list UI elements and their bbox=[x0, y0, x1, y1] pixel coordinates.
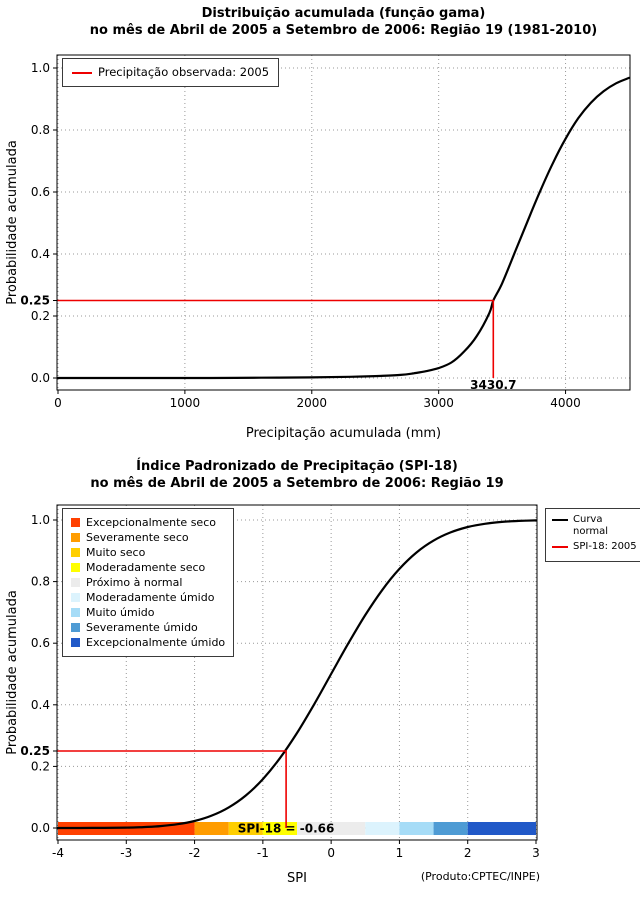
annotation-label: SPI-18 = -0.66 bbox=[238, 822, 335, 836]
spi-category-bar-segment bbox=[467, 822, 536, 835]
category-color-swatch-icon bbox=[71, 638, 80, 647]
plot-border bbox=[56, 504, 538, 841]
x-tick-label: 3 bbox=[532, 846, 540, 860]
spi-category-legend-item: Muito seco bbox=[71, 545, 225, 560]
legend-entry-label: Precipitação observada: 2005 bbox=[98, 65, 270, 79]
category-label: Excepcionalmente seco bbox=[86, 516, 216, 529]
y-tick-label: 1.0 bbox=[31, 61, 50, 75]
legend-line-sample-icon bbox=[72, 71, 92, 74]
curves-legend-entry: SPI-18: 2005 bbox=[552, 541, 640, 553]
x-tick-label: 1000 bbox=[170, 396, 201, 410]
y-axis-label: Probabilidade acumulada bbox=[5, 140, 20, 305]
threshold-line bbox=[57, 750, 287, 828]
x-tick-label: 4000 bbox=[550, 396, 581, 410]
curves-legend: Curva normal SPI-18: 2005 bbox=[545, 508, 640, 562]
spi-category-bar-segment bbox=[399, 822, 434, 835]
x-tick-label: 0 bbox=[54, 396, 62, 410]
category-label: Moderadamente seco bbox=[86, 561, 206, 574]
x-tick-label: 2 bbox=[464, 846, 472, 860]
category-label: Muito seco bbox=[86, 546, 146, 559]
y-tick-label: 0.0 bbox=[31, 371, 50, 385]
category-color-swatch-icon bbox=[71, 563, 80, 572]
curves-legend-entry: Curva normal bbox=[552, 514, 640, 538]
x-tick-label: 0 bbox=[327, 846, 335, 860]
y-tick-label: 0.0 bbox=[31, 821, 50, 835]
category-color-swatch-icon bbox=[71, 548, 80, 557]
category-color-swatch-icon bbox=[71, 518, 80, 527]
spi-category-legend-item: Próximo à normal bbox=[71, 575, 225, 590]
y-tick-label: 0.4 bbox=[31, 698, 50, 712]
spi-cdf-plot: -4 -3 -2 -1 0 1 2 3 0.0 0.2 0.4 0.6 0.8 1.0 0.25 SPI-18… bbox=[5, 504, 540, 886]
spi-category-bar-segment bbox=[194, 822, 229, 835]
gamma-cdf-section: Distribuição acumulada (função gama) no … bbox=[5, 5, 631, 441]
y-tick-label: 0.6 bbox=[31, 185, 50, 199]
x-tick-label: 2000 bbox=[297, 396, 328, 410]
spi-category-legend-item: Muito úmido bbox=[71, 605, 225, 620]
gamma-cdf-plot: 0 1000 2000 3000 4000 0.0 0.2 0.4 0.6 0.8 1.0 0.25 3… bbox=[5, 54, 631, 441]
category-label: Excepcionalmente úmido bbox=[86, 636, 226, 649]
y-axis-label: Probabilidade acumulada bbox=[5, 590, 20, 755]
category-label: Muito úmido bbox=[86, 606, 155, 619]
y-tick-label: 0.8 bbox=[31, 123, 50, 137]
spi-category-legend-item: Excepcionalmente úmido bbox=[71, 635, 225, 650]
spi-chart-subtitle: no mês de Abril de 2005 a Setembro de 20… bbox=[90, 476, 504, 491]
y-tick-threshold-label: 0.25 bbox=[20, 744, 50, 758]
y-tick-threshold-label: 0.25 bbox=[20, 294, 50, 308]
y-tick-label: 0.6 bbox=[31, 636, 50, 650]
y-tick-label: 0.8 bbox=[31, 575, 50, 589]
x-tick-label: -1 bbox=[257, 846, 269, 860]
spi-category-legend: Excepcionalmente seco Severamente seco Mui… bbox=[62, 508, 235, 657]
category-color-swatch-icon bbox=[71, 623, 80, 632]
plot-border bbox=[56, 54, 631, 391]
x-tick-label: -4 bbox=[52, 846, 64, 860]
y-tick-label: 1.0 bbox=[31, 513, 50, 527]
category-label: Próximo à normal bbox=[86, 576, 183, 589]
x-tick-label: 3000 bbox=[423, 396, 454, 410]
category-label: Severamente úmido bbox=[86, 621, 198, 634]
y-tick-label: 0.2 bbox=[31, 759, 50, 773]
cdf-curve bbox=[56, 519, 538, 830]
spi-category-bar-segment bbox=[297, 822, 366, 835]
category-color-swatch-icon bbox=[71, 533, 80, 542]
spi-chart-title: Índice Padronizado de Precipitação (SPI-… bbox=[136, 459, 458, 474]
x-axis-label: Precipitação acumulada (mm) bbox=[246, 426, 441, 441]
spi-category-legend-item: Severamente seco bbox=[71, 530, 225, 545]
legend-line-sample-icon bbox=[552, 546, 568, 548]
spi-category-bar-segment bbox=[365, 822, 400, 835]
spi-category-bar-segment bbox=[433, 822, 468, 835]
spi-chart-title-block: Índice Padronizado de Precipitação (SPI-… bbox=[57, 458, 537, 492]
spi-category-bar-segment bbox=[228, 822, 263, 835]
gamma-chart-title: Distribuição acumulada (função gama) bbox=[201, 6, 486, 21]
category-color-swatch-icon bbox=[71, 593, 80, 602]
gamma-chart-title-block: Distribuição acumulada (função gama) no … bbox=[57, 5, 630, 39]
spi-category-legend-item: Excepcionalmente seco bbox=[71, 515, 225, 530]
category-label: Moderadamente úmido bbox=[86, 591, 215, 604]
x-tick-label: -2 bbox=[189, 846, 201, 860]
legend-entry: Precipitação observada: 2005 bbox=[72, 65, 269, 80]
legend-line-sample-icon bbox=[552, 519, 568, 521]
x-tick-label: -3 bbox=[120, 846, 132, 860]
spi-category-legend-item: Moderadamente seco bbox=[71, 560, 225, 575]
annotation-label: 3430.7 bbox=[470, 378, 516, 392]
category-color-swatch-icon bbox=[71, 578, 80, 587]
curves-legend-label: Curva normal bbox=[573, 514, 609, 537]
category-label: Severamente seco bbox=[86, 531, 189, 544]
y-tick-label: 0.4 bbox=[31, 247, 50, 261]
threshold-line bbox=[57, 299, 495, 378]
spi-category-bar-segment bbox=[262, 822, 297, 835]
x-tick-label: 1 bbox=[396, 846, 404, 860]
credit-label: (Produto:CPTEC/INPE) bbox=[421, 870, 540, 883]
y-tick-label: 0.2 bbox=[31, 309, 50, 323]
curves-legend-label: SPI-18: 2005 bbox=[573, 541, 637, 552]
cdf-curve bbox=[56, 76, 631, 380]
observed-precip-legend: Precipitação observada: 2005 bbox=[62, 58, 280, 87]
spi-cdf-section: Índice Padronizado de Precipitação (SPI-… bbox=[0, 450, 640, 900]
x-axis-label: SPI bbox=[287, 871, 307, 886]
spi-category-legend-item: Severamente úmido bbox=[71, 620, 225, 635]
gamma-chart-subtitle: no mês de Abril de 2005 a Setembro de 20… bbox=[89, 23, 598, 38]
spi-category-legend-item: Moderadamente úmido bbox=[71, 590, 225, 605]
category-color-swatch-icon bbox=[71, 608, 80, 617]
